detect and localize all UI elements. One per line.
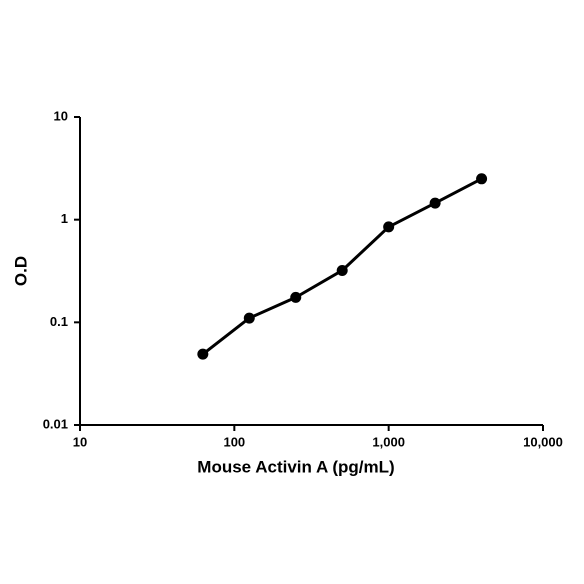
y-tick-label: 0.01	[43, 416, 68, 431]
marker	[290, 291, 302, 303]
y-axis-title: O.D	[11, 256, 30, 286]
marker	[197, 348, 209, 360]
y-tick-label: 10	[54, 108, 68, 123]
marker	[336, 264, 348, 276]
y-tick-label: 0.1	[50, 314, 68, 329]
x-axis-title: Mouse Activin A (pg/mL)	[197, 457, 394, 476]
marker	[476, 173, 488, 185]
x-tick-label: 100	[223, 434, 245, 449]
y-tick-label: 1	[61, 211, 68, 226]
marker	[243, 312, 255, 324]
marker	[429, 197, 441, 209]
x-tick-label: 10,000	[523, 434, 563, 449]
marker	[383, 221, 395, 233]
x-tick-label: 10	[73, 434, 87, 449]
x-tick-label: 1,000	[372, 434, 405, 449]
